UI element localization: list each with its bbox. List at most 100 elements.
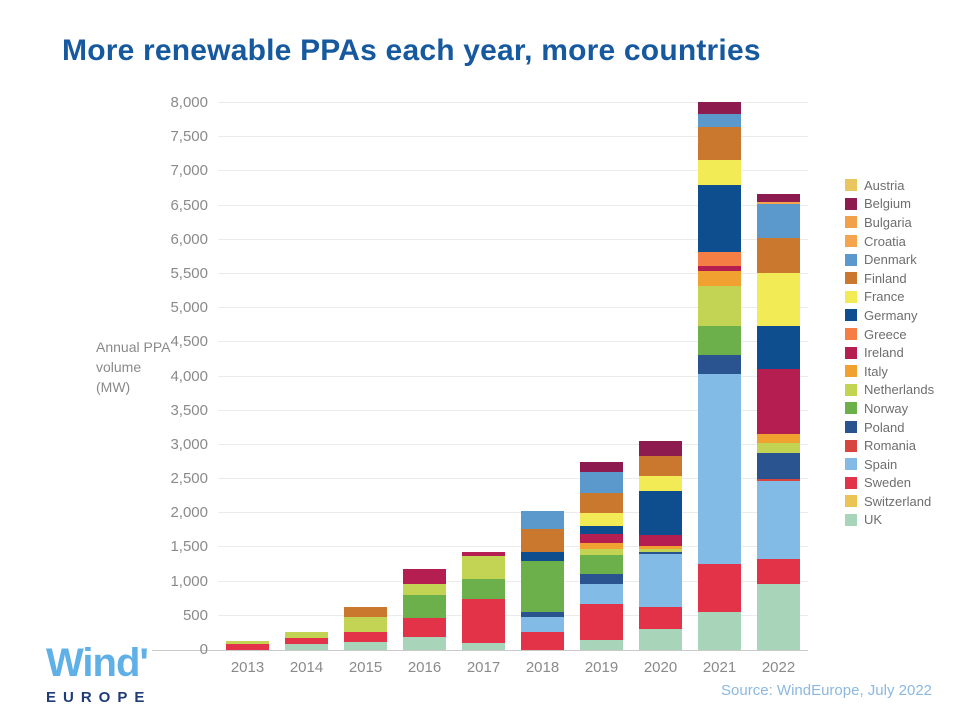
x-tick-label-2017: 2017 [466,659,501,676]
legend-label-italy: Italy [864,363,888,379]
legend-item-spain: Spain [845,455,934,474]
segment-norway-2017 [462,579,505,600]
segment-germany-2019 [580,525,623,535]
segment-germany-2018 [521,551,564,562]
legend-item-netherlands: Netherlands [845,381,934,400]
y-tick-label-8000: 8,000 [170,94,208,111]
legend-item-austria: Austria [845,176,934,195]
legend-item-ireland: Ireland [845,343,934,362]
x-tick-label-2021: 2021 [702,659,737,676]
legend-item-finland: Finland [845,269,934,288]
legend-swatch-netherlands [845,383,857,396]
legend-swatch-finland [845,272,857,285]
bar-2016 [403,569,446,650]
legend-label-romania: Romania [864,438,917,454]
logo-word: Wind [46,641,140,685]
gridline-4000 [218,375,808,377]
y-tick-label-3500: 3,500 [170,401,208,419]
legend-swatch-norway [845,402,857,415]
legend-item-italy: Italy [845,362,934,381]
legend-swatch-croatia [845,235,857,248]
y-tick-label-6500: 6,500 [170,196,208,214]
legend-item-belgium: Belgium [845,195,934,214]
segment-sweden-2017 [462,599,505,643]
y-tick-label-7000: 7,000 [170,162,208,180]
segment-uk-2020 [639,628,682,650]
x-axis-line [152,650,808,651]
legend-swatch-sweden [845,476,857,489]
legend-swatch-italy [845,365,857,378]
gridline-1000 [218,580,808,582]
legend-item-sweden: Sweden [845,474,934,493]
segment-ireland-2020 [639,534,682,546]
legend-swatch-romania [845,439,857,452]
segment-ireland-2021 [698,265,741,271]
segment-uk-2022 [757,584,800,650]
legend-swatch-belgium [845,197,857,210]
legend-item-poland: Poland [845,418,934,437]
gridline-2000 [218,512,808,514]
segment-france-2020 [639,476,682,492]
bar-2022 [757,194,800,650]
segment-netherlands-2017 [462,556,505,580]
legend-item-denmark: Denmark [845,250,934,269]
segment-denmark-2021 [698,114,741,128]
legend-swatch-spain [845,458,857,471]
legend-label-greece: Greece [864,326,907,342]
segment-ireland-2022 [757,369,800,435]
x-tick-label-2014: 2014 [289,659,324,676]
gridline-500 [218,614,808,616]
segment-poland-2021 [698,354,741,374]
segment-croatia-2022 [757,202,800,205]
source-credit: Source: WindEurope, July 2022 [721,682,932,699]
y-tick-label-0: 0 [199,641,208,658]
segment-italy-2019 [580,543,623,549]
segment-sweden-2016 [403,617,446,638]
segment-belgium-2019 [580,462,623,472]
legend-swatch-france [845,290,857,303]
segment-sweden-2022 [757,559,800,585]
segment-spain-2022 [757,481,800,560]
logo-apostrophe-icon: ' [139,641,149,685]
y-axis-title-line3: (MW) [96,379,131,395]
segment-italy-2022 [757,434,800,443]
segment-poland-2020 [639,551,682,554]
legend-label-denmark: Denmark [864,252,917,268]
legend-label-poland: Poland [864,419,905,435]
segment-netherlands-2013 [226,640,269,644]
legend-swatch-switzerland [845,495,857,508]
segment-denmark-2022 [757,204,800,238]
page-title: More renewable PPAs each year, more coun… [62,34,761,67]
segment-netherlands-2016 [403,584,446,595]
bar-2014 [285,631,328,650]
gridline-7000 [218,170,808,172]
bar-2017 [462,551,505,650]
segment-italy-2020 [639,545,682,549]
gridline-6000 [218,238,808,240]
legend-swatch-denmark [845,253,857,266]
bar-2020 [639,441,682,650]
bar-2013 [226,640,269,650]
segment-france-2022 [757,273,800,326]
y-tick-label-4000: 4,000 [170,367,208,385]
segment-germany-2022 [757,325,800,370]
legend-swatch-ireland [845,346,857,359]
segment-poland-2019 [580,573,623,585]
segment-netherlands-2015 [344,616,387,632]
legend-swatch-poland [845,421,857,434]
y-axis-title: Annual PPA volume (MW) [96,337,208,397]
legend-item-switzerland: Switzerland [845,492,934,511]
x-tick-label-2016: 2016 [407,659,442,676]
gridline-6500 [218,204,808,206]
legend-item-uk: UK [845,511,934,530]
segment-denmark-2019 [580,471,623,493]
gridline-2500 [218,478,808,480]
segment-sweden-2019 [580,604,623,640]
segment-norway-2018 [521,561,564,612]
x-tick-label-2019: 2019 [584,659,619,676]
y-tick-label-7500: 7,500 [170,128,208,146]
segment-ireland-2017 [462,551,505,557]
segment-finland-2019 [580,492,623,513]
segment-italy-2021 [698,270,741,286]
